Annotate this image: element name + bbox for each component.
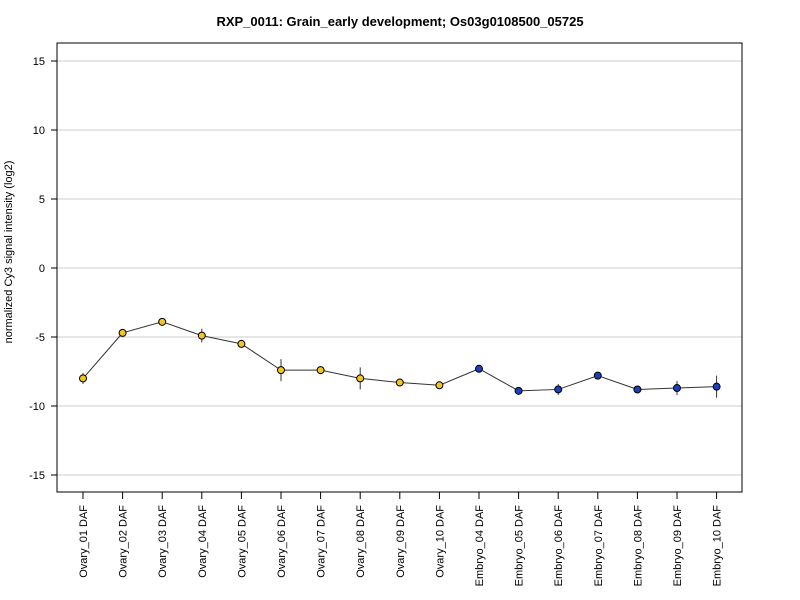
data-point (712, 382, 721, 391)
y-axis-label: normalized Cy3 signal intensity (log2) (3, 161, 15, 344)
x-tick-label: Ovary_02 DAF (118, 505, 130, 578)
data-point (118, 328, 127, 337)
x-tick-label: Embryo_06 DAF (553, 505, 565, 587)
data-point (277, 366, 285, 375)
data-point (673, 384, 681, 393)
data-point (514, 386, 523, 395)
y-tick-label: -5 (35, 332, 45, 344)
x-tick-label: Ovary_04 DAF (197, 505, 209, 578)
data-point (593, 371, 602, 380)
x-tick-label: Ovary_03 DAF (157, 505, 169, 578)
x-tick-label: Embryo_04 DAF (474, 505, 486, 587)
x-tick-label: Ovary_01 DAF (78, 505, 90, 578)
x-tick-label: Ovary_08 DAF (355, 505, 367, 578)
data-point (197, 331, 206, 340)
data-point (554, 385, 563, 394)
x-tick-label: Embryo_10 DAF (712, 505, 724, 587)
y-tick-label: 5 (39, 194, 45, 206)
x-axis: Ovary_01 DAF Ovary_02 DAF Ovary_03 DAF Ovar… (78, 491, 724, 587)
y-tick-label: 15 (33, 56, 45, 68)
x-tick-label: Ovary_05 DAF (236, 505, 248, 578)
y-tick-label: 10 (33, 125, 45, 137)
x-tick-label: Embryo_08 DAF (632, 505, 644, 587)
x-tick-label: Embryo_05 DAF (514, 505, 526, 587)
x-tick-label: Ovary_06 DAF (276, 505, 288, 578)
data-point (237, 339, 246, 348)
grid (57, 60, 742, 476)
data-point (79, 374, 87, 383)
data-point (633, 385, 642, 394)
y-tick-label: -10 (29, 401, 45, 413)
x-tick-label: Embryo_09 DAF (672, 505, 684, 587)
x-tick-label: Ovary_09 DAF (395, 505, 407, 578)
x-tick-label: Ovary_10 DAF (434, 505, 446, 578)
data-point (395, 378, 404, 387)
data-point (475, 364, 483, 373)
data-point (158, 317, 167, 326)
y-axis: 15 10 5 0 -5 -10 -15 (29, 56, 57, 482)
x-tick-label: Ovary_07 DAF (316, 505, 328, 578)
y-tick-label: 0 (39, 263, 45, 275)
series (79, 317, 721, 398)
data-point (316, 366, 325, 375)
y-tick-label: -15 (29, 470, 45, 482)
chart-title: RXP_0011: Grain_early development; Os03g… (216, 14, 583, 29)
x-tick-label: Embryo_07 DAF (593, 505, 605, 587)
data-point (435, 381, 444, 390)
data-point (356, 374, 365, 383)
